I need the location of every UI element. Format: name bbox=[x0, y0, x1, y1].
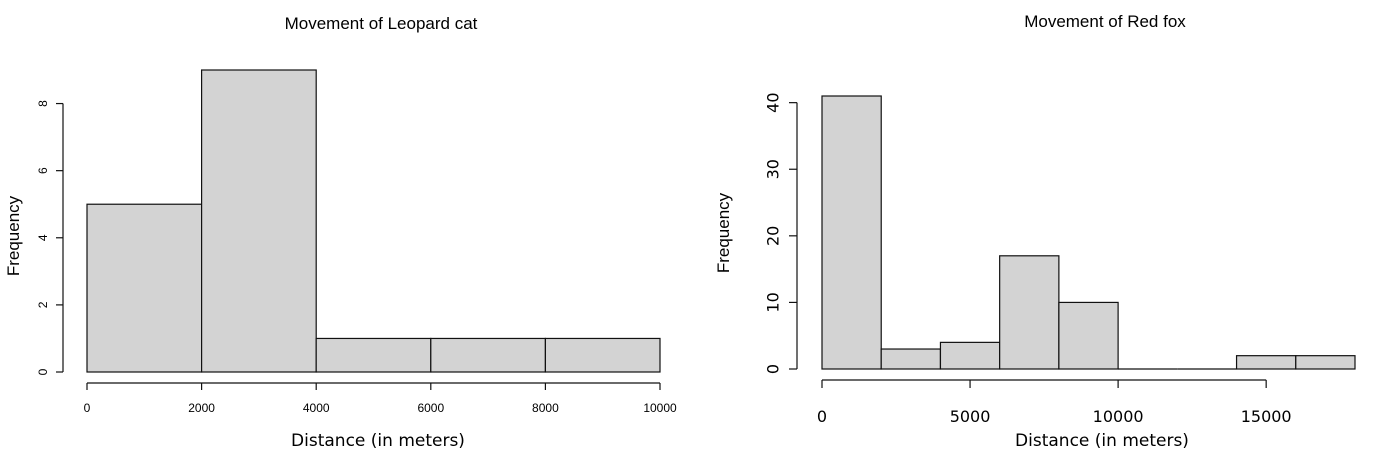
y-tick-label: 0 bbox=[764, 364, 783, 374]
x-axis-label: Distance (in meters) bbox=[291, 431, 465, 451]
histogram-bar bbox=[86, 203, 203, 373]
y-tick-label: 20 bbox=[764, 226, 783, 246]
y-axis-label: Frequency bbox=[714, 192, 733, 273]
y-tick-label: 0 bbox=[36, 368, 50, 375]
leopard-cat-histogram: Movement of Leopard cat Frequency Distan… bbox=[4, 14, 677, 451]
x-tick-label: 5000 bbox=[950, 407, 991, 426]
y-tick-label: 8 bbox=[36, 100, 50, 107]
x-tick-label: 0 bbox=[817, 407, 827, 426]
histogram-bar bbox=[430, 337, 546, 373]
histogram-bar bbox=[880, 348, 942, 370]
histogram-bar bbox=[1058, 301, 1119, 370]
histogram-bar bbox=[315, 337, 432, 373]
y-tick-label: 4 bbox=[36, 234, 50, 241]
x-tick-label: 8000 bbox=[532, 401, 559, 415]
x-tick-label: 0 bbox=[84, 401, 91, 415]
y-tick-label: 6 bbox=[36, 167, 50, 174]
chart-title: Movement of Leopard cat bbox=[285, 14, 478, 33]
histogram-bar bbox=[544, 337, 661, 373]
x-tick-label: 2000 bbox=[188, 401, 215, 415]
histogram-bar bbox=[201, 69, 317, 373]
histogram-bar bbox=[939, 341, 1001, 370]
histogram-bar bbox=[999, 255, 1060, 370]
y-tick-label: 40 bbox=[764, 92, 783, 112]
histogram-bar bbox=[1295, 355, 1356, 370]
x-tick-label: 10000 bbox=[643, 401, 677, 415]
red-fox-histogram: Movement of Red fox Frequency Distance (… bbox=[714, 12, 1356, 451]
histogram-bar bbox=[1235, 355, 1297, 370]
chart-title: Movement of Red fox bbox=[1024, 12, 1186, 31]
x-tick-label: 10000 bbox=[1093, 407, 1144, 426]
y-tick-label: 30 bbox=[764, 159, 783, 179]
x-axis-label: Distance (in meters) bbox=[1015, 431, 1189, 451]
histogram-bar bbox=[821, 95, 882, 370]
x-tick-label: 4000 bbox=[303, 401, 330, 415]
y-axis-label: Frequency bbox=[4, 195, 23, 276]
y-tick-label: 2 bbox=[36, 301, 50, 308]
x-tick-label: 15000 bbox=[1241, 407, 1292, 426]
y-tick-label: 10 bbox=[764, 292, 783, 312]
x-tick-label: 6000 bbox=[417, 401, 444, 415]
